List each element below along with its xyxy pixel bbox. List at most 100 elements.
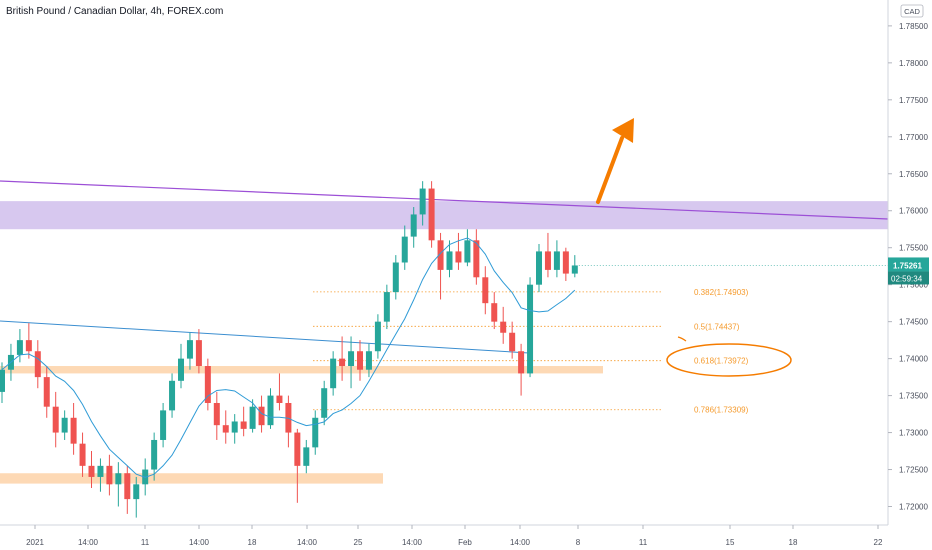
highlight-circle: [666, 343, 792, 377]
candle-body[interactable]: [43, 377, 50, 407]
candle-body[interactable]: [178, 358, 184, 381]
candle-body[interactable]: [527, 284, 534, 374]
candle-body[interactable]: [79, 443, 86, 466]
currency-label: CAD: [904, 7, 920, 16]
candle-body[interactable]: [151, 439, 158, 470]
price-tick-label: 1.76000: [899, 207, 928, 216]
candle-body[interactable]: [88, 465, 95, 477]
candle-body[interactable]: [61, 417, 68, 433]
fib-level-label: 0.5(1.74437): [694, 322, 740, 331]
candle-body[interactable]: [106, 465, 113, 485]
candle-body[interactable]: [339, 358, 346, 367]
moving-average-line: [1, 237, 576, 478]
candle-body[interactable]: [464, 240, 471, 263]
candle-body[interactable]: [330, 358, 337, 389]
current-price-tag: [888, 257, 929, 272]
price-tick-label: 1.76500: [899, 170, 928, 179]
candle-body[interactable]: [34, 351, 41, 378]
candle-body[interactable]: [97, 465, 104, 477]
trend-line-support[interactable]: [0, 320, 530, 354]
candle-body[interactable]: [25, 340, 32, 352]
price-tick-label: 1.72000: [899, 503, 928, 512]
candle-body[interactable]: [258, 406, 265, 426]
time-tick-label: 25: [354, 538, 363, 547]
candle-body[interactable]: [240, 421, 247, 429]
candle-body[interactable]: [169, 380, 176, 411]
candle-body[interactable]: [249, 406, 256, 429]
candle-body[interactable]: [186, 340, 193, 359]
up-arrow-head: [612, 118, 634, 143]
candle-body[interactable]: [312, 417, 319, 448]
candle-body[interactable]: [213, 402, 220, 426]
support-zone: [0, 366, 603, 374]
candle-body[interactable]: [348, 351, 355, 367]
candle-body[interactable]: [365, 351, 372, 370]
time-tick-label: 8: [576, 538, 581, 547]
candle-body[interactable]: [419, 188, 426, 215]
candle-body[interactable]: [482, 277, 489, 304]
candle-body[interactable]: [562, 251, 569, 274]
candle-body[interactable]: [491, 303, 498, 322]
candle-body[interactable]: [437, 240, 444, 270]
candle-body[interactable]: [267, 395, 274, 426]
candle-body[interactable]: [294, 432, 301, 466]
trend-line-resistance[interactable]: [0, 180, 889, 220]
candle-body[interactable]: [276, 395, 283, 403]
time-tick-label: 11: [639, 538, 648, 547]
candle-body[interactable]: [222, 425, 229, 433]
candle-body[interactable]: [518, 351, 525, 374]
time-tick-label: 18: [248, 538, 257, 547]
candle-body[interactable]: [428, 188, 435, 241]
candle-body[interactable]: [544, 251, 551, 270]
resistance-zone: [0, 201, 888, 230]
candle-body[interactable]: [383, 292, 390, 322]
candle-body[interactable]: [52, 406, 59, 433]
price-tick-label: 1.78000: [899, 59, 928, 68]
candle-body[interactable]: [303, 447, 310, 466]
candle-body[interactable]: [392, 262, 399, 293]
candle-body[interactable]: [509, 332, 516, 352]
candle-body[interactable]: [321, 388, 328, 418]
annotation-tick: [677, 336, 687, 342]
price-tick-label: 1.74000: [899, 355, 928, 364]
countdown-tag: [888, 271, 929, 285]
candle-body[interactable]: [160, 410, 167, 440]
candle-body[interactable]: [195, 340, 202, 367]
candle-body[interactable]: [410, 214, 417, 237]
candle-body[interactable]: [204, 366, 211, 403]
candle-body[interactable]: [401, 236, 408, 263]
plot-background: [0, 0, 888, 525]
time-tick-label: Feb: [458, 538, 472, 547]
current-price-label: 1.75261: [893, 261, 922, 270]
price-tick-label: 1.73000: [899, 429, 928, 438]
candle-body[interactable]: [357, 351, 363, 370]
time-tick-label: 2021: [26, 538, 44, 547]
candle-body[interactable]: [571, 265, 578, 274]
candle-body[interactable]: [553, 251, 560, 270]
candle-body[interactable]: [70, 417, 77, 444]
currency-box: [900, 4, 924, 18]
time-tick-label: 14:00: [510, 538, 531, 547]
candle-body[interactable]: [115, 473, 122, 485]
up-arrow-shaft: [596, 136, 624, 204]
time-tick-label: 22: [874, 538, 883, 547]
candle-body[interactable]: [536, 251, 542, 285]
price-tick-label: 1.78500: [899, 22, 928, 31]
candle-body[interactable]: [133, 484, 140, 500]
candle-body[interactable]: [500, 321, 507, 333]
candle-body[interactable]: [374, 321, 381, 352]
candle-body[interactable]: [16, 340, 23, 355]
candle-body[interactable]: [231, 421, 238, 433]
countdown-label: 02:59:34: [891, 274, 923, 283]
candle-body[interactable]: [455, 251, 462, 263]
fib-level-label: 0.618(1.73972): [694, 357, 749, 366]
candle-body[interactable]: [0, 369, 5, 392]
candle-body[interactable]: [473, 240, 480, 278]
candle-body[interactable]: [446, 251, 453, 270]
time-tick-label: 14:00: [402, 538, 423, 547]
candle-body[interactable]: [124, 473, 131, 500]
time-tick-label: 15: [726, 538, 735, 547]
price-tick-label: 1.72500: [899, 466, 928, 475]
